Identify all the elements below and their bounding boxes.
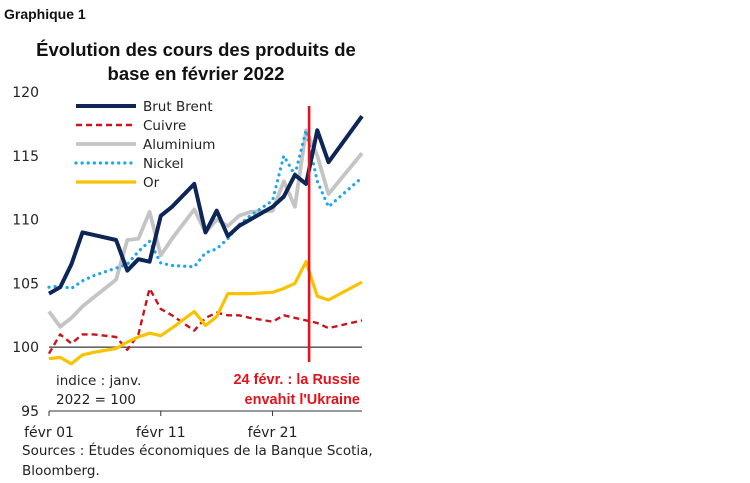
annotations: indice : janv. 2022 = 100 24 févr. : la Ru… <box>56 372 360 408</box>
legend-label-brent: Brut Brent <box>143 99 213 115</box>
series-line-brent <box>48 115 364 296</box>
legend-label-or: Or <box>143 175 160 191</box>
legend-label-cuivre: Cuivre <box>143 118 186 134</box>
figure-label: Graphique 1 <box>4 6 86 22</box>
chart-title-line-2: base en février 2022 <box>107 63 285 84</box>
x-tick-label: févr 11 <box>136 425 186 441</box>
event-label-line: envahit l'Ukraine <box>245 392 360 408</box>
series-line-nickel <box>47 128 364 291</box>
legend-label-nickel: Nickel <box>143 156 184 172</box>
index-note-line: indice : janv. <box>56 373 141 389</box>
legend-label-aluminium: Aluminium <box>143 137 215 153</box>
series-line-cuivre <box>47 287 363 355</box>
axes: 95 100 105 110 115 120 févr 01 févr 11 févr 21 <box>12 85 362 441</box>
series-line-aluminium <box>47 128 364 329</box>
y-tick-label: 110 <box>12 213 39 229</box>
y-tick-label: 95 <box>21 404 39 420</box>
y-tick-label: 105 <box>12 276 39 292</box>
event-label-line: 24 févr. : la Russie <box>233 372 360 388</box>
series-lines <box>47 106 364 366</box>
y-tick-label: 115 <box>12 149 39 165</box>
source-note: Sources : Études économiques de la Banqu… <box>22 443 373 479</box>
x-tick-label: févr 21 <box>248 425 298 441</box>
y-tick-label: 120 <box>12 85 39 101</box>
index-note-line: 2022 = 100 <box>56 392 136 408</box>
x-tick-label: févr 01 <box>24 425 74 441</box>
series-line-or <box>48 260 363 366</box>
legend: Brut Brent Cuivre Aluminium Nickel Or <box>74 99 215 191</box>
chart-title: Évolution des cours des produits de base… <box>20 38 372 86</box>
y-tick-label: 100 <box>12 340 39 356</box>
chart-title-line-1: Évolution des cours des produits de <box>36 39 356 60</box>
